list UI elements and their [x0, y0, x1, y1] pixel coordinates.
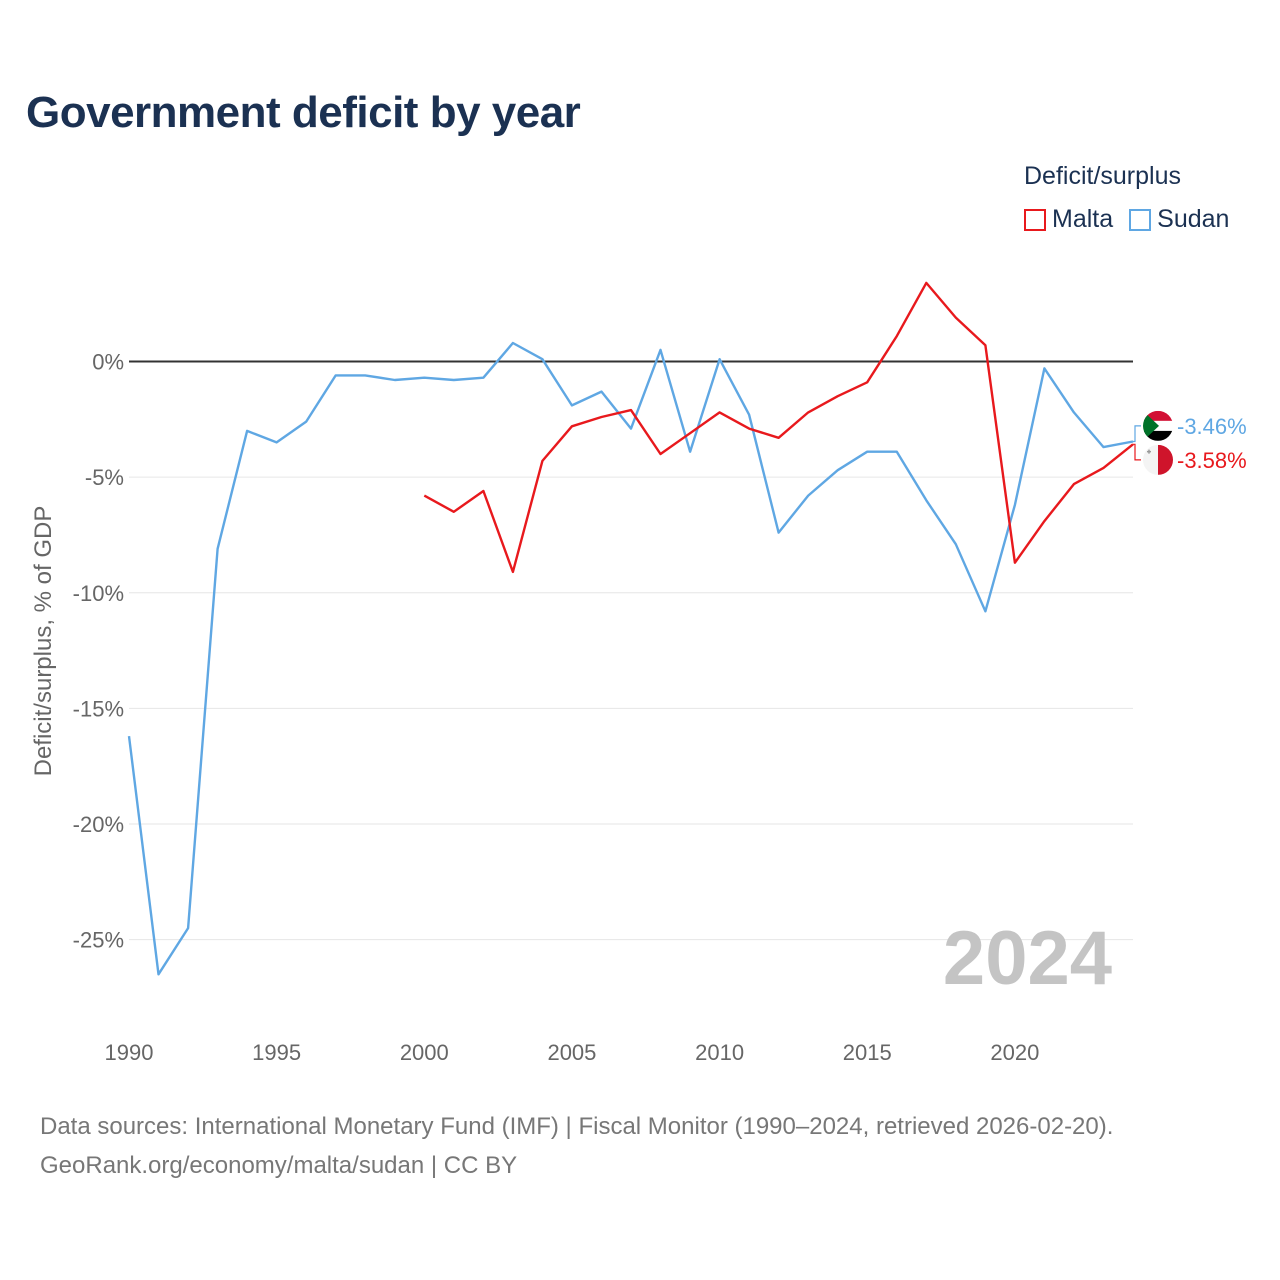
connector-malta	[1133, 443, 1141, 461]
end-label-malta: -3.58%	[1177, 448, 1247, 473]
legend-swatch-malta	[1024, 208, 1046, 231]
year-watermark: 2024	[943, 916, 1112, 1001]
series-line-sudan	[127, 341, 1134, 976]
end-label-sudan: -3.46%	[1177, 414, 1247, 439]
legend-label-malta: Malta	[1052, 205, 1114, 233]
legend-swatch-sudan	[1129, 208, 1152, 231]
line-chart: 0% -5% -10% -15% -20% -25% 1990 1995 2000 2005 20…	[30, 281, 1247, 1065]
y-tick-label: -10%	[73, 581, 124, 606]
legend-label-sudan: Sudan	[1157, 205, 1230, 233]
source-line-2: GeoRank.org/economy/malta/sudan | CC BY	[40, 1152, 518, 1179]
y-axis-label: Deficit/surplus, % of GDP	[30, 506, 57, 777]
x-tick-label: 2015	[843, 1040, 892, 1065]
y-tick-label: -25%	[73, 928, 124, 953]
end-labels: -3.46% -3.58%	[1133, 410, 1247, 475]
malta-flag	[1143, 444, 1173, 475]
series-lines	[127, 281, 1134, 976]
source-line-1: Data sources: International Monetary Fun…	[40, 1113, 1114, 1140]
y-tick-label: -5%	[85, 465, 124, 490]
sudan-flag	[1143, 410, 1173, 441]
series-line-malta	[423, 281, 1134, 574]
x-tick-label: 1990	[105, 1040, 154, 1065]
x-tick-label: 2020	[990, 1040, 1039, 1065]
x-tick-label: 2010	[695, 1040, 744, 1065]
x-axis-ticks: 1990 1995 2000 2005 2010 2015 2020	[105, 1040, 1040, 1065]
legend-item-sudan[interactable]: Sudan	[1129, 205, 1229, 234]
x-tick-label: 1995	[252, 1040, 301, 1065]
y-tick-label: 0%	[92, 350, 124, 375]
y-tick-label: -15%	[73, 696, 124, 721]
x-tick-label: 2000	[400, 1040, 449, 1065]
chart-title: Government deficit by year	[26, 88, 581, 137]
y-tick-label: -20%	[73, 812, 124, 837]
x-tick-label: 2005	[547, 1040, 596, 1065]
legend: Malta Sudan	[1024, 205, 1245, 234]
y-axis-ticks: 0% -5% -10% -15% -20% -25%	[73, 350, 124, 953]
legend-title: Deficit/surplus	[1024, 162, 1181, 190]
connector-sudan	[1133, 425, 1141, 443]
gridlines	[129, 360, 1133, 941]
legend-item-malta[interactable]: Malta	[1024, 205, 1113, 234]
source-note: Data sources: International Monetary Fun…	[40, 1107, 1113, 1185]
